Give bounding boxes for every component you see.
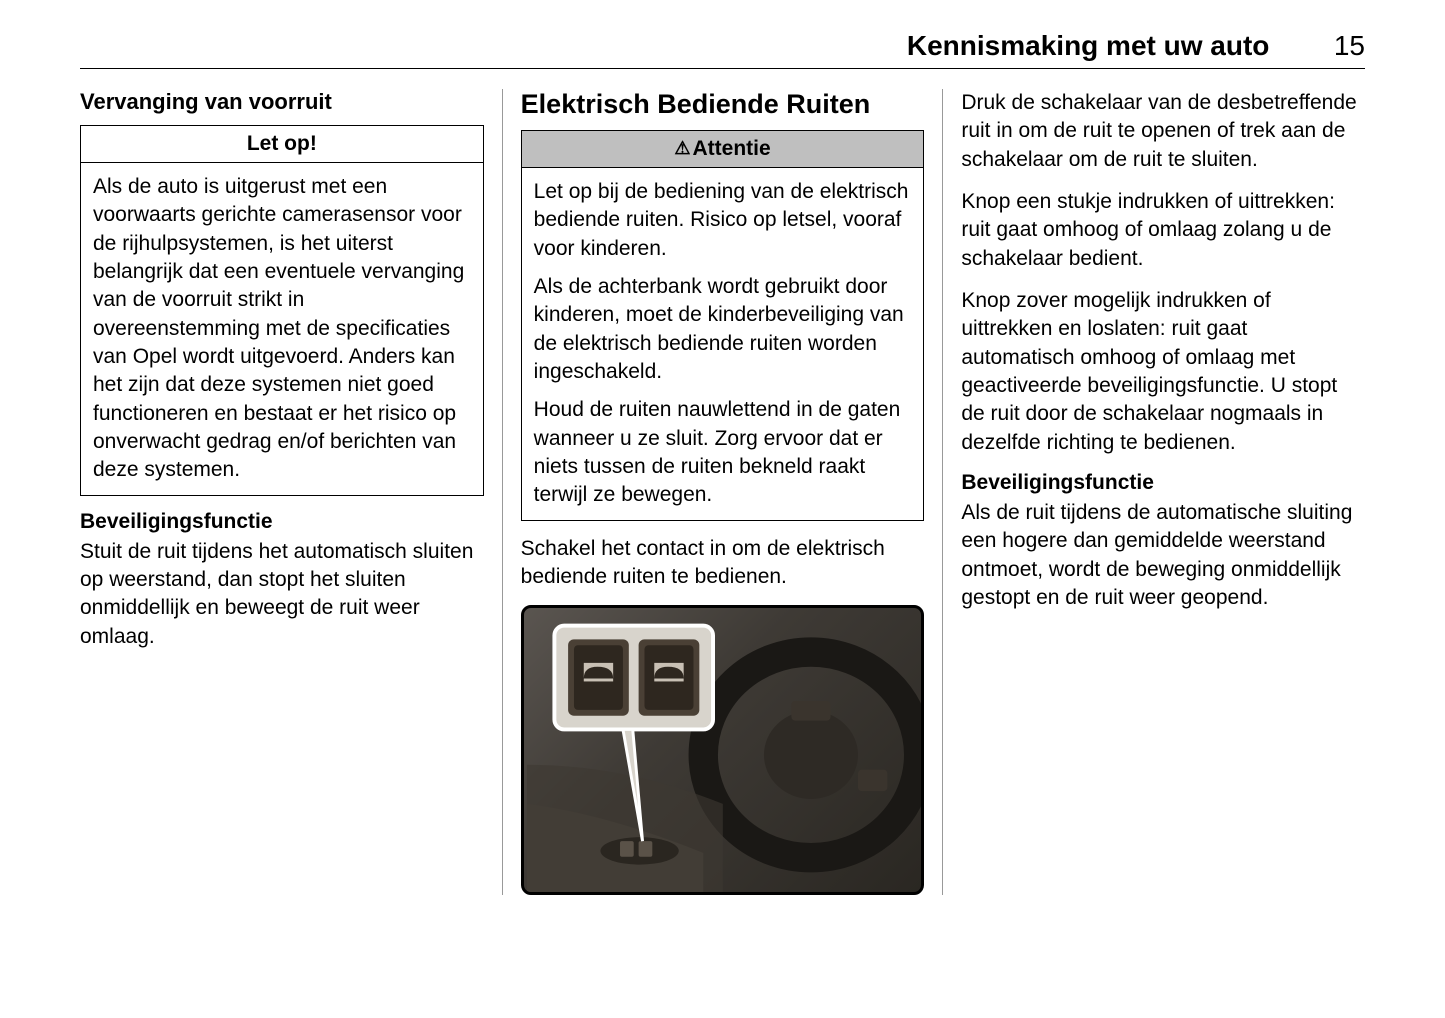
column-1: Vervanging van voorruit Let op! Als de a…: [80, 89, 503, 895]
column-3: Druk de schakelaar van de desbetreffende…: [943, 89, 1365, 895]
dashboard-illustration: [524, 608, 922, 892]
para-beveiliging-2: Als de ruit tijdens de automatische slui…: [961, 499, 1365, 612]
attentie-p2: Als de achterbank wordt gebruikt door ki…: [534, 273, 912, 386]
page-number: 15: [1334, 30, 1365, 61]
three-column-layout: Vervanging van voorruit Let op! Als de a…: [80, 89, 1365, 895]
heading-beveiliging-2: Beveiligingsfunctie: [961, 471, 1365, 495]
heading-elektrisch: Elektrisch Bediende Ruiten: [521, 89, 925, 120]
para-beveiliging-1: Stuit de ruit tijdens het automatisch sl…: [80, 538, 484, 651]
column-2: Elektrisch Bediende Ruiten ⚠Attentie Let…: [503, 89, 944, 895]
page-container: Kennismaking met uw auto 15 Vervanging v…: [0, 0, 1445, 1018]
para-druk: Druk de schakelaar van de desbetreffende…: [961, 89, 1365, 174]
heading-beveiliging-1: Beveiligingsfunctie: [80, 510, 484, 534]
chapter-title: Kennismaking met uw auto: [907, 30, 1270, 61]
callout-attentie-label: Attentie: [692, 137, 770, 160]
heading-vervanging: Vervanging van voorruit: [80, 89, 484, 115]
callout-attentie: ⚠Attentie Let op bij de bediening van de…: [521, 130, 925, 521]
figure-window-switches: [521, 605, 925, 895]
callout-attentie-title: ⚠Attentie: [522, 131, 924, 168]
callout-letop-title: Let op!: [81, 126, 483, 163]
callout-letop-text: Als de auto is uitgerust met een voorwaa…: [93, 173, 471, 485]
para-knop-zover: Knop zover mogelijk indrukken of uittrek…: [961, 287, 1365, 457]
para-knop-stukje: Knop een stukje indrukken of uittrekken:…: [961, 188, 1365, 273]
callout-letop-body: Als de auto is uitgerust met een voorwaa…: [81, 163, 483, 495]
callout-attentie-body: Let op bij de bediening van de elektrisc…: [522, 168, 924, 520]
attentie-p3: Houd de ruiten nauwlettend in de gaten w…: [534, 396, 912, 509]
callout-letop: Let op! Als de auto is uitgerust met een…: [80, 125, 484, 496]
para-contact: Schakel het contact in om de elektrisch …: [521, 535, 925, 592]
page-header: Kennismaking met uw auto 15: [80, 30, 1365, 69]
attentie-p1: Let op bij de bediening van de elektrisc…: [534, 178, 912, 263]
warning-icon: ⚠: [674, 138, 690, 158]
